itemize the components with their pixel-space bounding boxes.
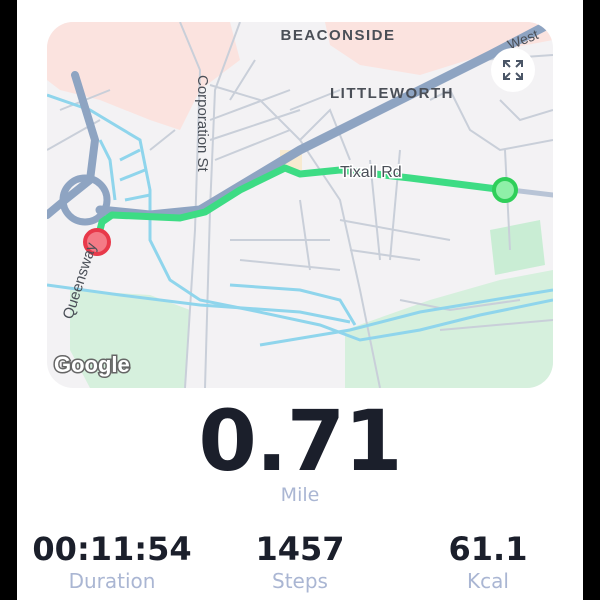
map-label-littleworth: LITTLEWORTH (330, 85, 454, 102)
expand-map-button[interactable] (491, 48, 535, 92)
google-attribution: Google (54, 352, 130, 377)
stat-label: Steps (272, 569, 328, 593)
stat-label: Duration (68, 569, 156, 593)
map-label-beaconside: BEACONSIDE (280, 27, 395, 44)
route-line (93, 164, 509, 246)
start-marker[interactable] (83, 228, 111, 256)
stat-steps: 1457 Steps (200, 530, 400, 594)
stat-kcal: 61.1 Kcal (388, 530, 588, 594)
stat-value: 61.1 (448, 530, 528, 568)
stat-duration: 00:11:54 Duration (12, 530, 212, 594)
stat-value: 1457 (255, 530, 345, 568)
expand-icon (503, 60, 523, 80)
distance-unit: Mile (280, 484, 320, 506)
distance-value: 0.71 (198, 392, 402, 490)
end-marker[interactable] (492, 177, 518, 203)
map-label-tixall-rd: Tixall Rd (340, 164, 402, 181)
stat-label: Kcal (467, 569, 509, 593)
map-label-corporation-st: Corporation St (194, 75, 211, 173)
stat-value: 00:11:54 (32, 530, 192, 568)
